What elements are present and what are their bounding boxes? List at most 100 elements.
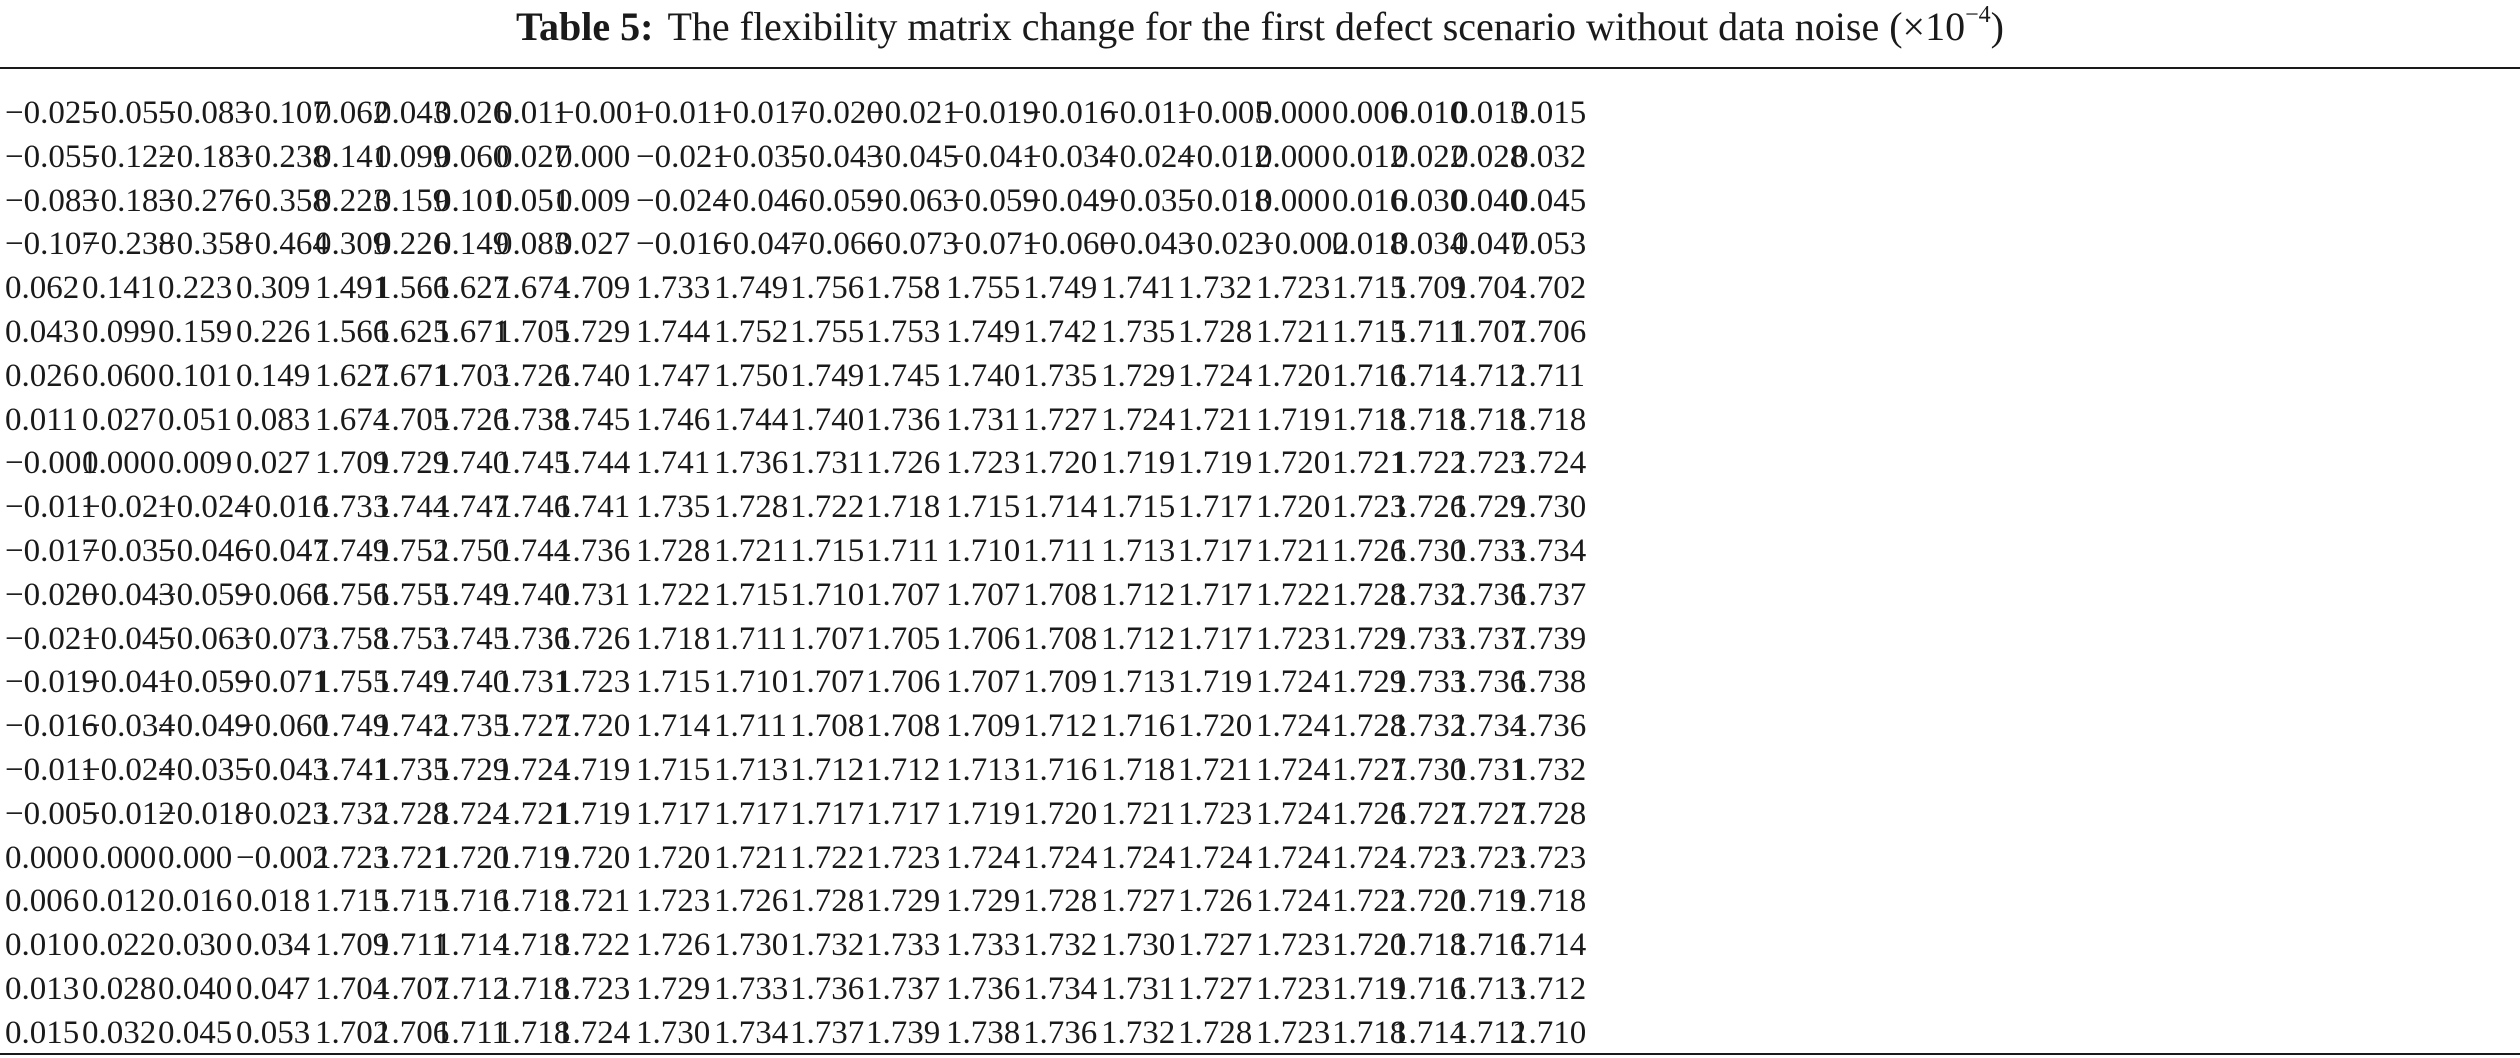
table-cell: 1.718 bbox=[866, 489, 941, 526]
table-cell: 1.720 bbox=[435, 839, 510, 876]
table-cell: 0.030 bbox=[158, 927, 233, 964]
table-cell: 0.027 bbox=[496, 138, 571, 175]
table-cell: 1.729 bbox=[435, 751, 510, 788]
table-cell: 1.738 bbox=[496, 401, 571, 438]
table-cell: 1.734 bbox=[1512, 532, 1587, 569]
table-cell: 1.724 bbox=[1332, 839, 1407, 876]
table-cell: 1.723 bbox=[1256, 1014, 1331, 1051]
table-cell: 1.728 bbox=[1332, 708, 1407, 745]
table-cell: 0.000 bbox=[1256, 182, 1331, 219]
table-cell: 1.721 bbox=[375, 839, 450, 876]
table-cell: 1.723 bbox=[636, 883, 711, 920]
table-cell: 1.720 bbox=[1256, 357, 1331, 394]
table-cell: 0.000 bbox=[1256, 138, 1331, 175]
table-cell: 0.045 bbox=[1512, 182, 1587, 219]
table-cell: 1.727 bbox=[1392, 795, 1467, 832]
table-cell: 1.721 bbox=[1256, 313, 1331, 350]
table-cell: 1.731 bbox=[556, 576, 631, 613]
table-cell: 1.728 bbox=[636, 532, 711, 569]
table-cell: 1.720 bbox=[636, 839, 711, 876]
table-cell: −0.046 bbox=[158, 532, 251, 569]
table-cell: 1.736 bbox=[1452, 664, 1527, 701]
table-cell: 1.744 bbox=[496, 532, 571, 569]
table-cell: 1.702 bbox=[315, 1014, 390, 1051]
table-cell: 0.053 bbox=[236, 1014, 311, 1051]
table-cell: 0.018 bbox=[236, 883, 311, 920]
table-cell: 1.732 bbox=[1101, 1014, 1176, 1051]
table-cell: −0.043 bbox=[236, 751, 329, 788]
table-cell: 1.721 bbox=[714, 532, 789, 569]
table-cell: 1.712 bbox=[1101, 620, 1176, 657]
table-cell: −0.049 bbox=[1023, 182, 1116, 219]
table-cell: 1.707 bbox=[1452, 313, 1527, 350]
table-row: 0.062 0.141 0.223 0.309 1.491 1.566 1.627 1.674… bbox=[0, 267, 2520, 311]
table-cell: 1.723 bbox=[946, 445, 1021, 482]
table-cell: 0.000 bbox=[158, 839, 233, 876]
table-cell: −0.011 bbox=[636, 95, 728, 131]
table-cell: 1.741 bbox=[1101, 270, 1176, 307]
table-cell: 0.016 bbox=[158, 883, 233, 920]
table-cell: 1.711 bbox=[375, 927, 449, 964]
table-cell: 1.715 bbox=[315, 883, 390, 920]
table-cell: 1.720 bbox=[1392, 883, 1467, 920]
table-cell: −0.018 bbox=[1178, 182, 1271, 219]
table-cell: 1.724 bbox=[1178, 839, 1253, 876]
table-cell: 1.744 bbox=[714, 401, 789, 438]
table-cell: 1.721 bbox=[714, 839, 789, 876]
table-cell: 1.711 bbox=[435, 1014, 509, 1051]
table-cell: 1.721 bbox=[1332, 445, 1407, 482]
table-cell: 1.723 bbox=[1256, 270, 1331, 307]
table-cell: 1.728 bbox=[1178, 313, 1253, 350]
table-cell: −0.024 bbox=[636, 182, 729, 219]
table-cell: −0.071 bbox=[946, 226, 1039, 263]
table-cell: −0.107 bbox=[5, 226, 98, 263]
table-cell: 1.720 bbox=[556, 839, 631, 876]
table-cell: −0.035 bbox=[82, 532, 175, 569]
table-cell: 1.713 bbox=[946, 751, 1021, 788]
table-cell: 0.000 bbox=[556, 138, 631, 175]
table-cell: 1.674 bbox=[496, 270, 571, 307]
table-cell: 0.009 bbox=[158, 445, 233, 482]
table-cell: −0.043 bbox=[790, 138, 883, 175]
table-cell: 1.727 bbox=[496, 708, 571, 745]
table-cell: 1.717 bbox=[866, 795, 941, 832]
table-cell: 1.732 bbox=[790, 927, 865, 964]
table-cell: 1.716 bbox=[1332, 357, 1407, 394]
table-cell: 1.744 bbox=[556, 445, 631, 482]
table-cell: 1.735 bbox=[435, 708, 510, 745]
table-row: −0.017 −0.035 −0.046 −0.047 1.749 1.752 1.750 1… bbox=[0, 530, 2520, 574]
table-row: 0.000 0.000 0.000 −0.002 1.723 1.721 1.720 1.71… bbox=[0, 837, 2520, 881]
table-row: −0.016 −0.034 −0.049 −0.060 1.749 1.742 1.735 1… bbox=[0, 705, 2520, 749]
table-cell: 1.724 bbox=[1101, 401, 1176, 438]
table-cell: 1.717 bbox=[636, 795, 711, 832]
caption-close: ) bbox=[1990, 4, 2004, 49]
table-cell: 1.706 bbox=[1512, 313, 1587, 350]
table-cell: 1.736 bbox=[866, 401, 941, 438]
table-row: −0.021 −0.045 −0.063 −0.073 1.758 1.753 1.745 1… bbox=[0, 618, 2520, 662]
table-cell: −0.055 bbox=[5, 138, 98, 175]
table-cell: −0.017 bbox=[714, 95, 807, 131]
table-cell: 1.716 bbox=[1452, 927, 1527, 964]
table-cell: 1.709 bbox=[315, 445, 390, 482]
table-cell: 1.724 bbox=[1256, 708, 1331, 745]
table-cell: −0.012 bbox=[82, 795, 175, 832]
table-cell: −0.001 bbox=[556, 95, 649, 131]
table-cell: 1.703 bbox=[435, 357, 510, 394]
table-cell: 1.734 bbox=[1023, 970, 1098, 1007]
table-caption: Table 5: The flexibility matrix change fo… bbox=[0, 2, 2520, 52]
table-cell: 1.733 bbox=[1392, 620, 1467, 657]
table-cell: 1.729 bbox=[1332, 620, 1407, 657]
table-cell: 1.723 bbox=[1178, 795, 1253, 832]
table-cell: 0.034 bbox=[1392, 226, 1467, 263]
table-cell: 1.491 bbox=[315, 270, 390, 307]
table-cell: 1.721 bbox=[1178, 401, 1253, 438]
table-cell: 1.746 bbox=[496, 489, 571, 526]
table-cell: 1.729 bbox=[375, 445, 450, 482]
table-cell: 1.731 bbox=[1452, 751, 1527, 788]
table-cell: 0.030 bbox=[1392, 182, 1467, 219]
table-cell: 1.721 bbox=[1256, 532, 1331, 569]
table-cell: 1.742 bbox=[1023, 313, 1098, 350]
table-cell: 1.706 bbox=[866, 664, 941, 701]
table-cell: 1.745 bbox=[556, 401, 631, 438]
table-cell: 1.724 bbox=[1256, 883, 1331, 920]
